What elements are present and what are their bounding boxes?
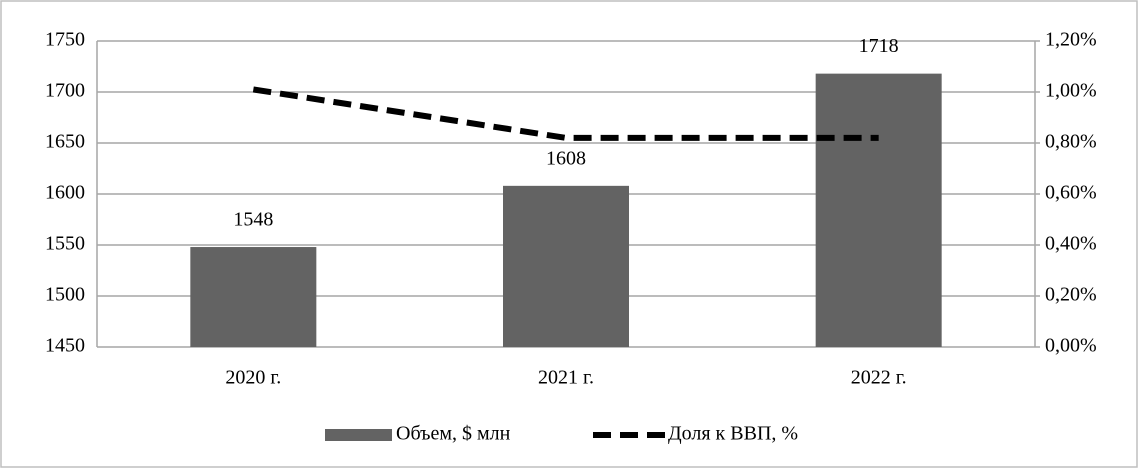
y-tick-label: 1450: [45, 335, 85, 357]
y-tick-label: 1700: [45, 80, 85, 102]
legend-label: Объем, $ млн: [396, 423, 511, 445]
line-series: [252, 86, 879, 141]
y-tick-label: 1500: [45, 284, 85, 306]
y2-tick-label: 0,40%: [1045, 233, 1097, 255]
y2-tick-label: 0,20%: [1045, 284, 1097, 306]
bar: [190, 247, 317, 347]
y2-tick-label: 0,80%: [1045, 131, 1097, 153]
data-label: 1548: [233, 209, 273, 231]
legend-label: Доля к ВВП, %: [668, 423, 798, 445]
y-tick-label: 1550: [45, 233, 85, 255]
x-tick-label: 2021 г.: [538, 367, 594, 389]
data-label: 1718: [859, 35, 899, 57]
y-tick-label: 1750: [45, 29, 85, 51]
x-tick-label: 2020 г.: [225, 367, 281, 389]
data-label: 1608: [546, 147, 586, 169]
bar: [815, 73, 942, 347]
x-tick-label: 2022 г.: [851, 367, 907, 389]
y2-tick-label: 0,60%: [1045, 182, 1097, 204]
bar: [503, 185, 629, 347]
y-tick-label: 1650: [45, 131, 85, 153]
y2-tick-label: 0,00%: [1045, 335, 1097, 357]
y2-tick-label: 1,00%: [1045, 80, 1097, 102]
y-tick-label: 1600: [45, 182, 85, 204]
legend-swatch: [325, 429, 392, 441]
y2-tick-label: 1,20%: [1045, 29, 1097, 51]
